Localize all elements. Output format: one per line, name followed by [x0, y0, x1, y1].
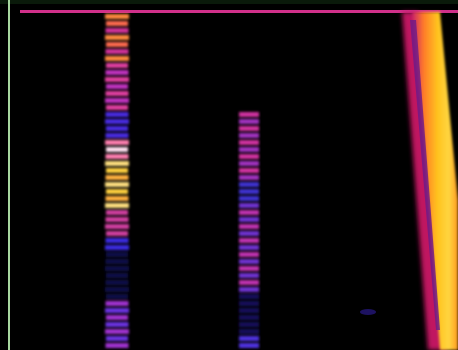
- stripe: [239, 329, 259, 334]
- stripe: [105, 140, 129, 145]
- stripe: [239, 147, 259, 152]
- stripe: [106, 336, 128, 341]
- stripe: [239, 140, 259, 145]
- stripe: [105, 77, 129, 82]
- stripe: [239, 196, 259, 201]
- stripe: [106, 133, 129, 138]
- stripe: [239, 154, 259, 159]
- stripe: [106, 175, 129, 180]
- left-border: [8, 0, 10, 350]
- stripe: [105, 56, 129, 61]
- stripe: [106, 84, 128, 89]
- stripe: [106, 63, 128, 68]
- stripe: [239, 336, 259, 341]
- stripe: [239, 217, 259, 222]
- stripe: [106, 322, 129, 327]
- stripe: [239, 133, 259, 138]
- stripe: [106, 28, 129, 33]
- stripe: [106, 273, 128, 278]
- background: [0, 0, 458, 350]
- stripe: [105, 245, 129, 250]
- stripe: [105, 14, 129, 19]
- stripe: [105, 287, 129, 292]
- top-line: [20, 10, 458, 13]
- stripe: [239, 301, 259, 306]
- stripe: [106, 147, 128, 152]
- stripe: [239, 161, 259, 166]
- stripe: [106, 294, 128, 299]
- stripe: [105, 182, 129, 187]
- stripe: [106, 238, 129, 243]
- stripe: [106, 70, 129, 75]
- stripe: [239, 252, 259, 257]
- stripe: [105, 308, 129, 313]
- stripe: [106, 252, 128, 257]
- stripe: [106, 259, 129, 264]
- stripe: [239, 175, 259, 180]
- stripe: [106, 210, 128, 215]
- top-edge: [0, 0, 458, 4]
- stripe: [239, 182, 259, 187]
- stripe: [239, 315, 259, 320]
- stripe: [105, 203, 129, 208]
- stripe: [106, 126, 128, 131]
- stripe: [239, 259, 259, 264]
- stripe: [106, 105, 128, 110]
- stripe: [239, 322, 259, 327]
- stripe: [239, 308, 259, 313]
- stripe: [106, 315, 128, 320]
- stripe: [106, 112, 129, 117]
- speck: [360, 309, 376, 315]
- stripe: [239, 273, 259, 278]
- stripe: [239, 203, 259, 208]
- stripe: [106, 301, 129, 306]
- stripe: [239, 287, 259, 292]
- thermal-view: [0, 0, 458, 350]
- stripe: [105, 224, 129, 229]
- stripe: [239, 245, 259, 250]
- stripe: [105, 119, 129, 124]
- stripe: [239, 343, 259, 348]
- stripe: [106, 168, 128, 173]
- stripe: [239, 189, 259, 194]
- stripe: [106, 154, 129, 159]
- stripe: [239, 210, 259, 215]
- stripe: [239, 224, 259, 229]
- stripe: [106, 196, 129, 201]
- stripe: [239, 126, 259, 131]
- stripe: [105, 329, 129, 334]
- stripe: [106, 49, 129, 54]
- stripe: [105, 35, 129, 40]
- stripe: [239, 238, 259, 243]
- stripe: [106, 231, 128, 236]
- stripe: [239, 266, 259, 271]
- stripe: [105, 266, 129, 271]
- stripe: [239, 168, 259, 173]
- stripe: [106, 217, 129, 222]
- stripe: [239, 294, 259, 299]
- stripe: [106, 21, 128, 26]
- stripe: [239, 119, 259, 124]
- stripe: [106, 189, 128, 194]
- stripe: [105, 161, 129, 166]
- stripe: [239, 280, 259, 285]
- stripe: [239, 112, 259, 117]
- stripe: [106, 91, 129, 96]
- stripe: [106, 42, 128, 47]
- stripe: [106, 280, 129, 285]
- stripe: [106, 343, 129, 348]
- stripe: [239, 231, 259, 236]
- page: (() => { const svg = document.getElement…: [0, 0, 458, 350]
- stripe: [105, 98, 129, 103]
